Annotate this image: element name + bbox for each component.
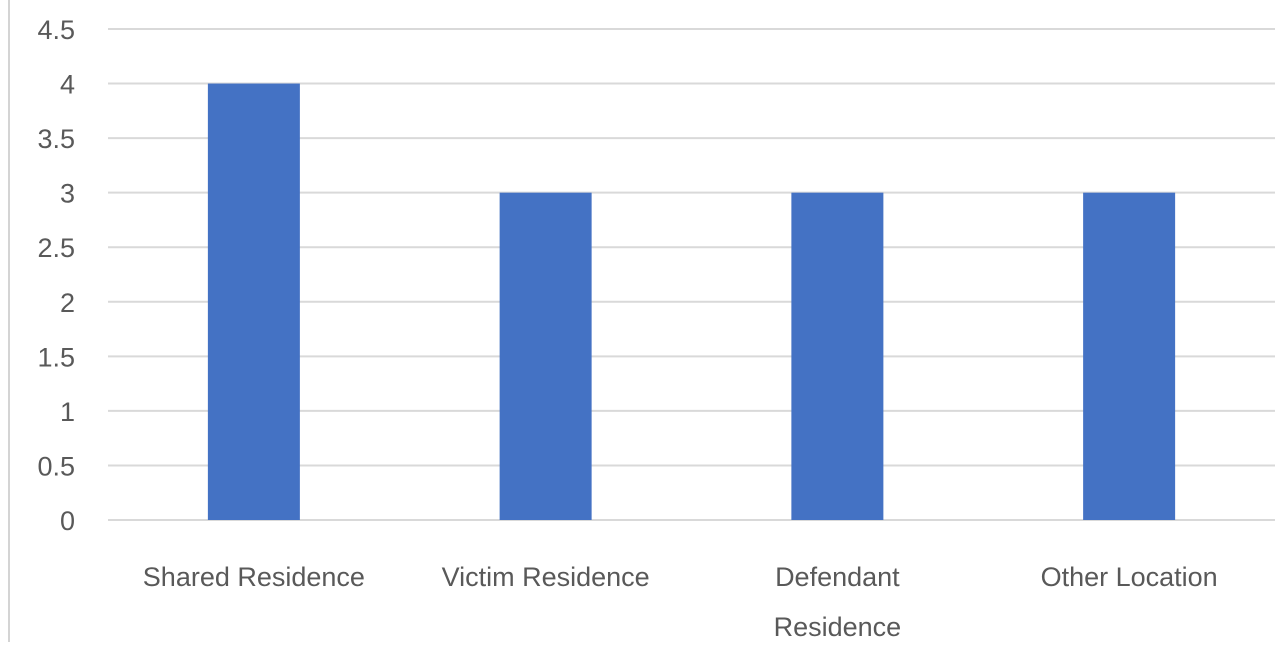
bars xyxy=(207,83,1176,521)
y-tick-label: 1.5 xyxy=(37,342,75,372)
y-tick-label: 2.5 xyxy=(37,233,75,263)
y-tick-label: 4.5 xyxy=(37,15,75,45)
x-category-label: Shared Residence xyxy=(143,562,365,592)
y-tick-label: 4 xyxy=(60,70,75,100)
y-tick-label: 3 xyxy=(60,179,75,209)
chart-frame-border xyxy=(8,0,10,642)
y-tick-label: 0 xyxy=(60,506,75,536)
y-tick-label: 2 xyxy=(60,288,75,318)
x-category-label: Other Location xyxy=(1041,562,1218,592)
bar-other-location xyxy=(1083,192,1176,520)
y-tick-label: 1 xyxy=(60,397,75,427)
x-category-label: Defendant Residence xyxy=(774,562,902,642)
x-axis-category-labels: Shared Residence Victim Residence Defendan… xyxy=(143,562,1218,642)
y-tick-label: 3.5 xyxy=(37,124,75,154)
bar-defendant-residence xyxy=(791,192,884,520)
y-tick-label: 0.5 xyxy=(37,451,75,481)
x-category-label: Victim Residence xyxy=(442,562,650,592)
bar-shared-residence xyxy=(207,83,300,521)
gridlines xyxy=(108,28,1275,521)
y-axis-tick-labels: 0 0.5 1 1.5 2 2.5 3 3.5 4 4.5 xyxy=(37,15,75,536)
bar-victim-residence xyxy=(499,192,592,520)
